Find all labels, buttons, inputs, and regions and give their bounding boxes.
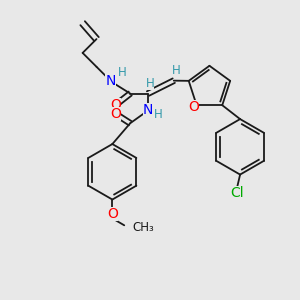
Text: Cl: Cl [230,186,244,200]
Text: H: H [118,66,127,79]
Text: CH₃: CH₃ [132,221,154,234]
Text: O: O [188,100,199,114]
Text: N: N [105,74,116,88]
Text: H: H [154,108,162,121]
Text: O: O [107,207,118,221]
Text: O: O [110,98,121,112]
Text: N: N [143,103,153,117]
Text: H: H [171,64,180,77]
Text: H: H [146,77,154,90]
Text: O: O [110,107,121,121]
